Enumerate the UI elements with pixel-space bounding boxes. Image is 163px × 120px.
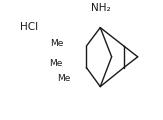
Text: Me: Me [49, 59, 63, 68]
Text: HCl: HCl [20, 22, 38, 32]
Text: NH₂: NH₂ [91, 3, 111, 13]
Text: Me: Me [50, 39, 64, 48]
Text: Me: Me [58, 74, 71, 83]
